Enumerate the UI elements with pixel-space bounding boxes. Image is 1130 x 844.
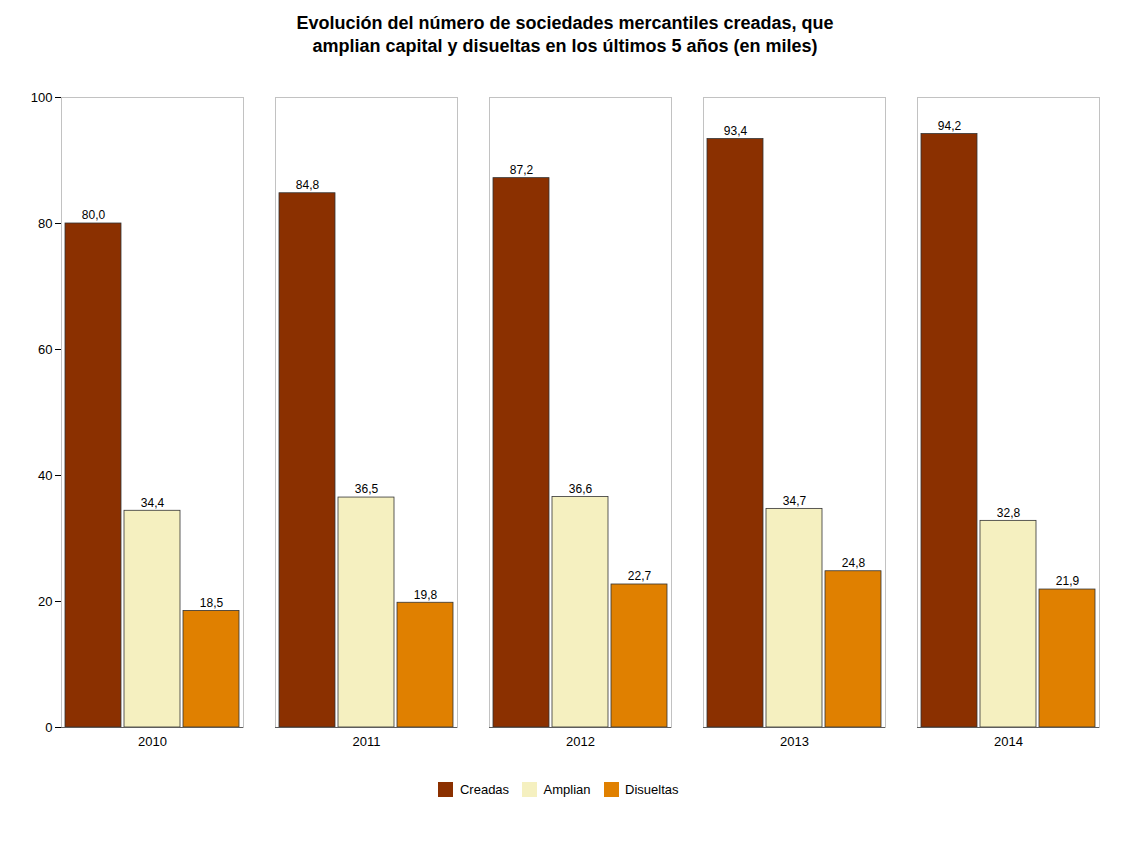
svg-text:34,4: 34,4 xyxy=(141,495,165,509)
svg-text:84,8: 84,8 xyxy=(296,178,320,192)
svg-text:60: 60 xyxy=(38,341,52,356)
svg-text:93,4: 93,4 xyxy=(724,124,748,138)
svg-text:2012: 2012 xyxy=(566,734,595,749)
svg-text:20: 20 xyxy=(38,593,52,608)
html-text:Evolución del número de socied: Evolución del número de sociedades merca… xyxy=(296,13,834,57)
svg-text:2010: 2010 xyxy=(138,734,167,749)
svg-text:100: 100 xyxy=(31,89,53,104)
html-text:Creadas: Creadas xyxy=(460,781,510,797)
svg-text:22,7: 22,7 xyxy=(628,569,652,583)
svg-text:80: 80 xyxy=(38,215,52,230)
svg-text:94,2: 94,2 xyxy=(938,119,962,133)
svg-text:2011: 2011 xyxy=(353,734,381,749)
svg-text:19,8: 19,8 xyxy=(414,587,438,601)
svg-text:2014: 2014 xyxy=(994,734,1023,749)
svg-text:24,8: 24,8 xyxy=(842,556,866,570)
svg-text:32,8: 32,8 xyxy=(997,505,1021,519)
svg-text:80,0: 80,0 xyxy=(82,208,106,222)
svg-text:36,5: 36,5 xyxy=(355,482,379,496)
html-text:Amplian: Amplian xyxy=(543,781,591,797)
svg-text:21,9: 21,9 xyxy=(1056,574,1080,588)
html-text:Disueltas: Disueltas xyxy=(625,781,679,797)
svg-text:36,6: 36,6 xyxy=(569,482,593,496)
svg-text:2013: 2013 xyxy=(780,734,809,749)
svg-text:40: 40 xyxy=(38,467,52,482)
svg-text:0: 0 xyxy=(45,719,52,734)
svg-text:87,2: 87,2 xyxy=(510,163,534,177)
svg-text:18,5: 18,5 xyxy=(200,596,224,610)
svg-text:34,7: 34,7 xyxy=(783,494,807,508)
